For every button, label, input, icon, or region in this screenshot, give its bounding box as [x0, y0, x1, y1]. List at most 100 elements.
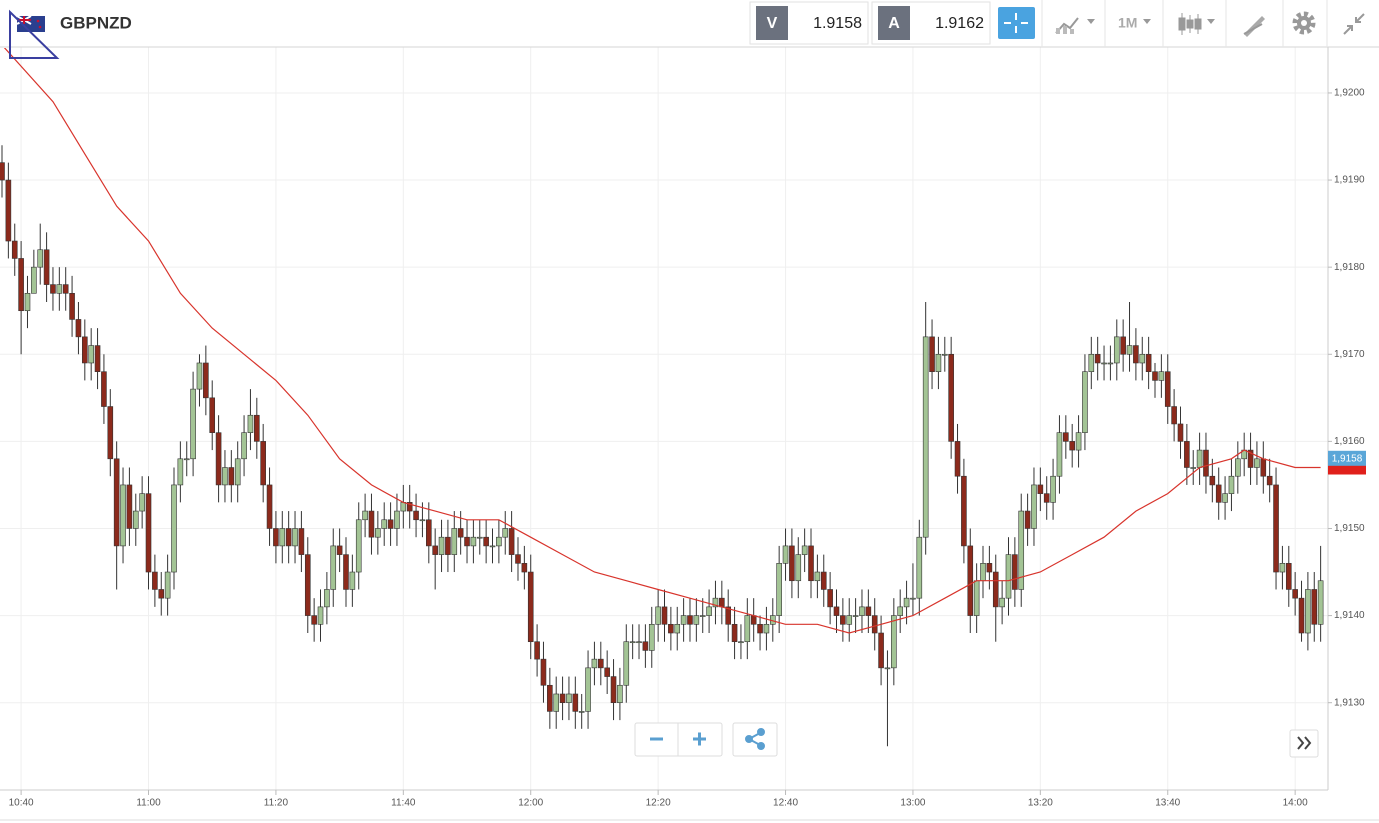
candle-body	[1228, 475, 1235, 494]
candle-body	[164, 571, 171, 599]
price-tags: 1,9158	[1328, 450, 1366, 475]
candle-body	[1152, 371, 1158, 381]
candle-body	[597, 658, 604, 669]
candle-body	[419, 519, 426, 522]
candle-body	[260, 441, 266, 486]
candle-body	[330, 545, 337, 590]
candle-body	[266, 484, 273, 529]
drawing-triangle[interactable]	[9, 9, 60, 59]
candle-body	[311, 615, 317, 625]
candle-body	[400, 502, 407, 512]
candle-body	[1222, 493, 1228, 503]
candle-body	[82, 336, 88, 364]
candle-body	[438, 536, 445, 555]
candle-body	[1126, 345, 1133, 355]
share-button[interactable]	[745, 728, 765, 750]
ask-price: 1.9162	[935, 15, 984, 32]
y-tick-label: 1,9160	[1334, 436, 1365, 447]
candle-body	[457, 528, 464, 538]
candle-body	[827, 589, 833, 608]
candle-body	[706, 606, 712, 616]
candle-body	[636, 641, 642, 644]
candle-body	[808, 545, 814, 582]
axes: 1,9200 1,9190 1,9180 1,9170 1,9160 1,9150 1,91…	[9, 88, 1365, 809]
candle-body	[228, 467, 235, 486]
candle-body	[304, 554, 311, 616]
candle-body	[1285, 563, 1292, 590]
candle-body	[24, 292, 31, 312]
y-tick-label: 1,9150	[1334, 523, 1365, 534]
candle-body	[394, 510, 400, 529]
x-tick-label: 13:20	[1028, 798, 1053, 809]
timeframe[interactable]: 1M	[1118, 15, 1137, 31]
crosshair-button[interactable]	[998, 7, 1035, 39]
candle-body	[56, 284, 63, 294]
candle-body	[1190, 467, 1197, 469]
zoom-in-button[interactable]	[693, 732, 706, 746]
candle-body	[1056, 432, 1063, 477]
candle-body	[177, 458, 184, 486]
draw-tool-button[interactable]	[1243, 16, 1265, 37]
x-tick-label: 11:40	[391, 798, 416, 809]
candle-body	[1158, 371, 1165, 381]
candle-body	[31, 266, 37, 294]
candle-body	[1209, 475, 1216, 486]
candle-body	[139, 493, 145, 512]
x-tick-label: 10:40	[9, 798, 34, 809]
candle-style-button[interactable]	[1178, 13, 1215, 35]
candle-body	[795, 554, 802, 582]
chart-type-button[interactable]	[1055, 17, 1095, 34]
candle-body	[999, 597, 1005, 608]
candle-body	[553, 693, 560, 712]
candle-body	[617, 684, 623, 703]
candle-body	[1260, 458, 1267, 477]
crosshair-icon	[1004, 13, 1028, 33]
candle-body	[368, 510, 375, 538]
ask-label: A	[888, 15, 900, 32]
candle-body	[757, 623, 763, 634]
candle-body	[967, 545, 974, 616]
candle-body	[171, 484, 177, 573]
candle-body	[132, 510, 139, 529]
candle-body	[1292, 589, 1298, 599]
candle-body	[247, 414, 254, 433]
candle-body	[120, 484, 126, 547]
candle-body	[763, 623, 770, 634]
candle-body	[94, 345, 101, 372]
candle-body	[508, 528, 515, 555]
candle-body	[88, 345, 94, 364]
scroll-end-button[interactable]	[1297, 736, 1312, 750]
candle-body	[183, 458, 190, 461]
candle-body	[196, 362, 203, 390]
candle-body	[406, 502, 413, 512]
zoom-controls	[634, 722, 1319, 758]
candle-body	[298, 528, 305, 555]
candle-body	[11, 240, 18, 259]
candle-body	[610, 676, 617, 703]
candle-body	[680, 615, 687, 625]
candle-body	[343, 554, 349, 590]
candle-body	[470, 536, 477, 547]
settings-button[interactable]	[1292, 11, 1316, 35]
y-tick-label: 1,9200	[1334, 88, 1365, 99]
candle-body	[661, 606, 668, 625]
candle-body	[642, 641, 649, 651]
x-tick-label: 11:00	[136, 798, 161, 809]
candle-body	[846, 615, 853, 625]
candles	[0, 48, 1324, 747]
candle-body	[387, 519, 394, 529]
candle-body	[604, 667, 610, 677]
candle-body	[1235, 458, 1241, 477]
x-tick-label: 14:00	[1283, 798, 1308, 809]
candle-body	[43, 249, 50, 285]
collapse-button[interactable]	[1343, 13, 1365, 35]
candle-body	[362, 510, 368, 521]
candle-body	[693, 615, 700, 625]
candle-body	[50, 284, 56, 294]
candle-body	[859, 606, 865, 616]
x-tick-label: 12:00	[518, 798, 543, 809]
candle-body	[789, 545, 795, 582]
candle-body	[355, 519, 362, 573]
